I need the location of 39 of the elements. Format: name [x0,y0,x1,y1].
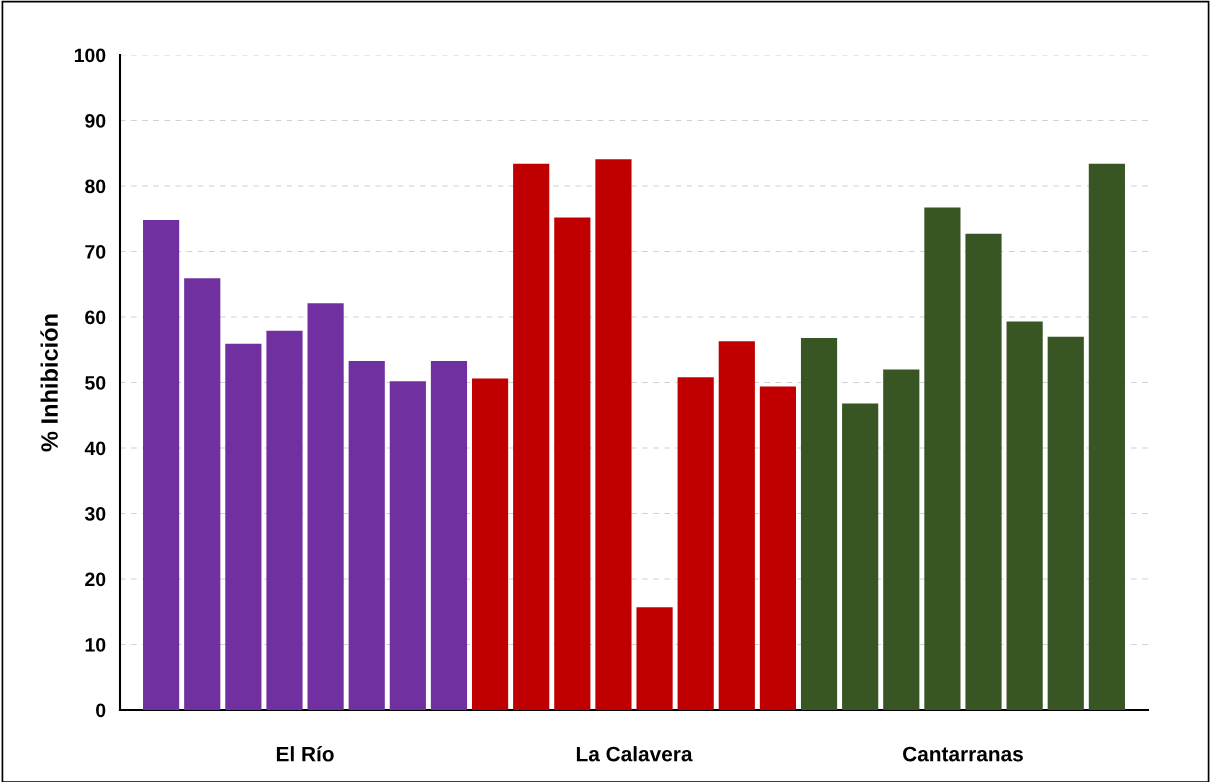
bar [883,369,920,710]
bar [677,377,714,710]
bar [800,337,838,710]
bar [307,303,344,710]
y-tick-label: 40 [84,441,106,456]
y-tick-label: 0 [96,703,106,718]
y-tick-label: 10 [85,637,106,652]
bar [1088,163,1125,710]
y-axis-title: % Inhibición [40,314,58,452]
bar [924,207,961,710]
bar [1047,336,1084,710]
bar [389,381,426,710]
bar [595,159,632,710]
y-tick-label: 20 [85,572,106,587]
bar [636,607,673,710]
bar [759,386,797,710]
y-tick-label: 30 [84,506,106,521]
y-tick-label: 100 [74,48,106,63]
bar [718,341,755,710]
bar [266,330,303,710]
series-label: El Río [276,745,334,762]
y-tick-label: 90 [85,113,106,128]
bar [842,403,879,710]
bar [965,233,1002,710]
y-tick-label: 50 [85,375,106,390]
y-tick-label: 70 [85,244,106,259]
bar [348,360,385,710]
bar [513,163,550,710]
bar [430,360,468,710]
bar [1006,321,1043,710]
bar [184,278,221,710]
series-label: Cantarranas [903,746,1023,762]
bar [225,343,262,710]
y-tick-label: 60 [85,310,106,325]
y-tick-label: 80 [85,179,106,194]
bar [471,378,509,710]
series-label: La Calavera [576,746,693,762]
bar [554,217,591,710]
bar [143,220,180,710]
